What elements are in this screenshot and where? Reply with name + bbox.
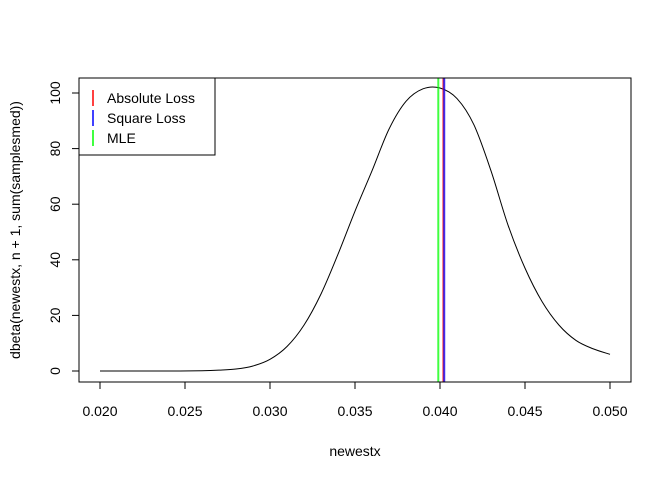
x-tick-label: 0.025 <box>167 403 202 419</box>
x-tick-label: 0.030 <box>252 403 287 419</box>
y-tick-label: 20 <box>47 307 63 323</box>
y-tick-label: 0 <box>47 367 63 375</box>
legend-box <box>78 77 216 156</box>
legend-label: Absolute Loss <box>107 90 195 106</box>
plot-frame <box>78 77 632 383</box>
y-tick-label: 40 <box>47 252 63 268</box>
y-axis: 0 20 40 60 80 100 <box>47 81 80 375</box>
x-tick-label: 0.040 <box>422 403 457 419</box>
x-tick-label: 0.045 <box>507 403 542 419</box>
y-tick-label: 60 <box>47 196 63 212</box>
y-axis-label: dbeta(newestx, n + 1, sum(samplesmed)) <box>7 101 23 359</box>
legend: Absolute Loss Square Loss MLE <box>78 77 216 156</box>
x-axis: 0.020 0.025 0.030 0.035 0.040 0.045 0.050 <box>82 381 628 419</box>
plot-area <box>99 78 611 382</box>
x-tick-label: 0.050 <box>592 403 627 419</box>
x-tick-label: 0.035 <box>337 403 372 419</box>
density-curve <box>99 86 611 372</box>
x-tick-label: 0.020 <box>82 403 117 419</box>
x-axis-label: newestx <box>329 443 380 459</box>
legend-label: MLE <box>107 130 136 146</box>
y-tick-label: 100 <box>47 81 63 105</box>
legend-label: Square Loss <box>107 110 186 126</box>
y-tick-label: 80 <box>47 141 63 157</box>
